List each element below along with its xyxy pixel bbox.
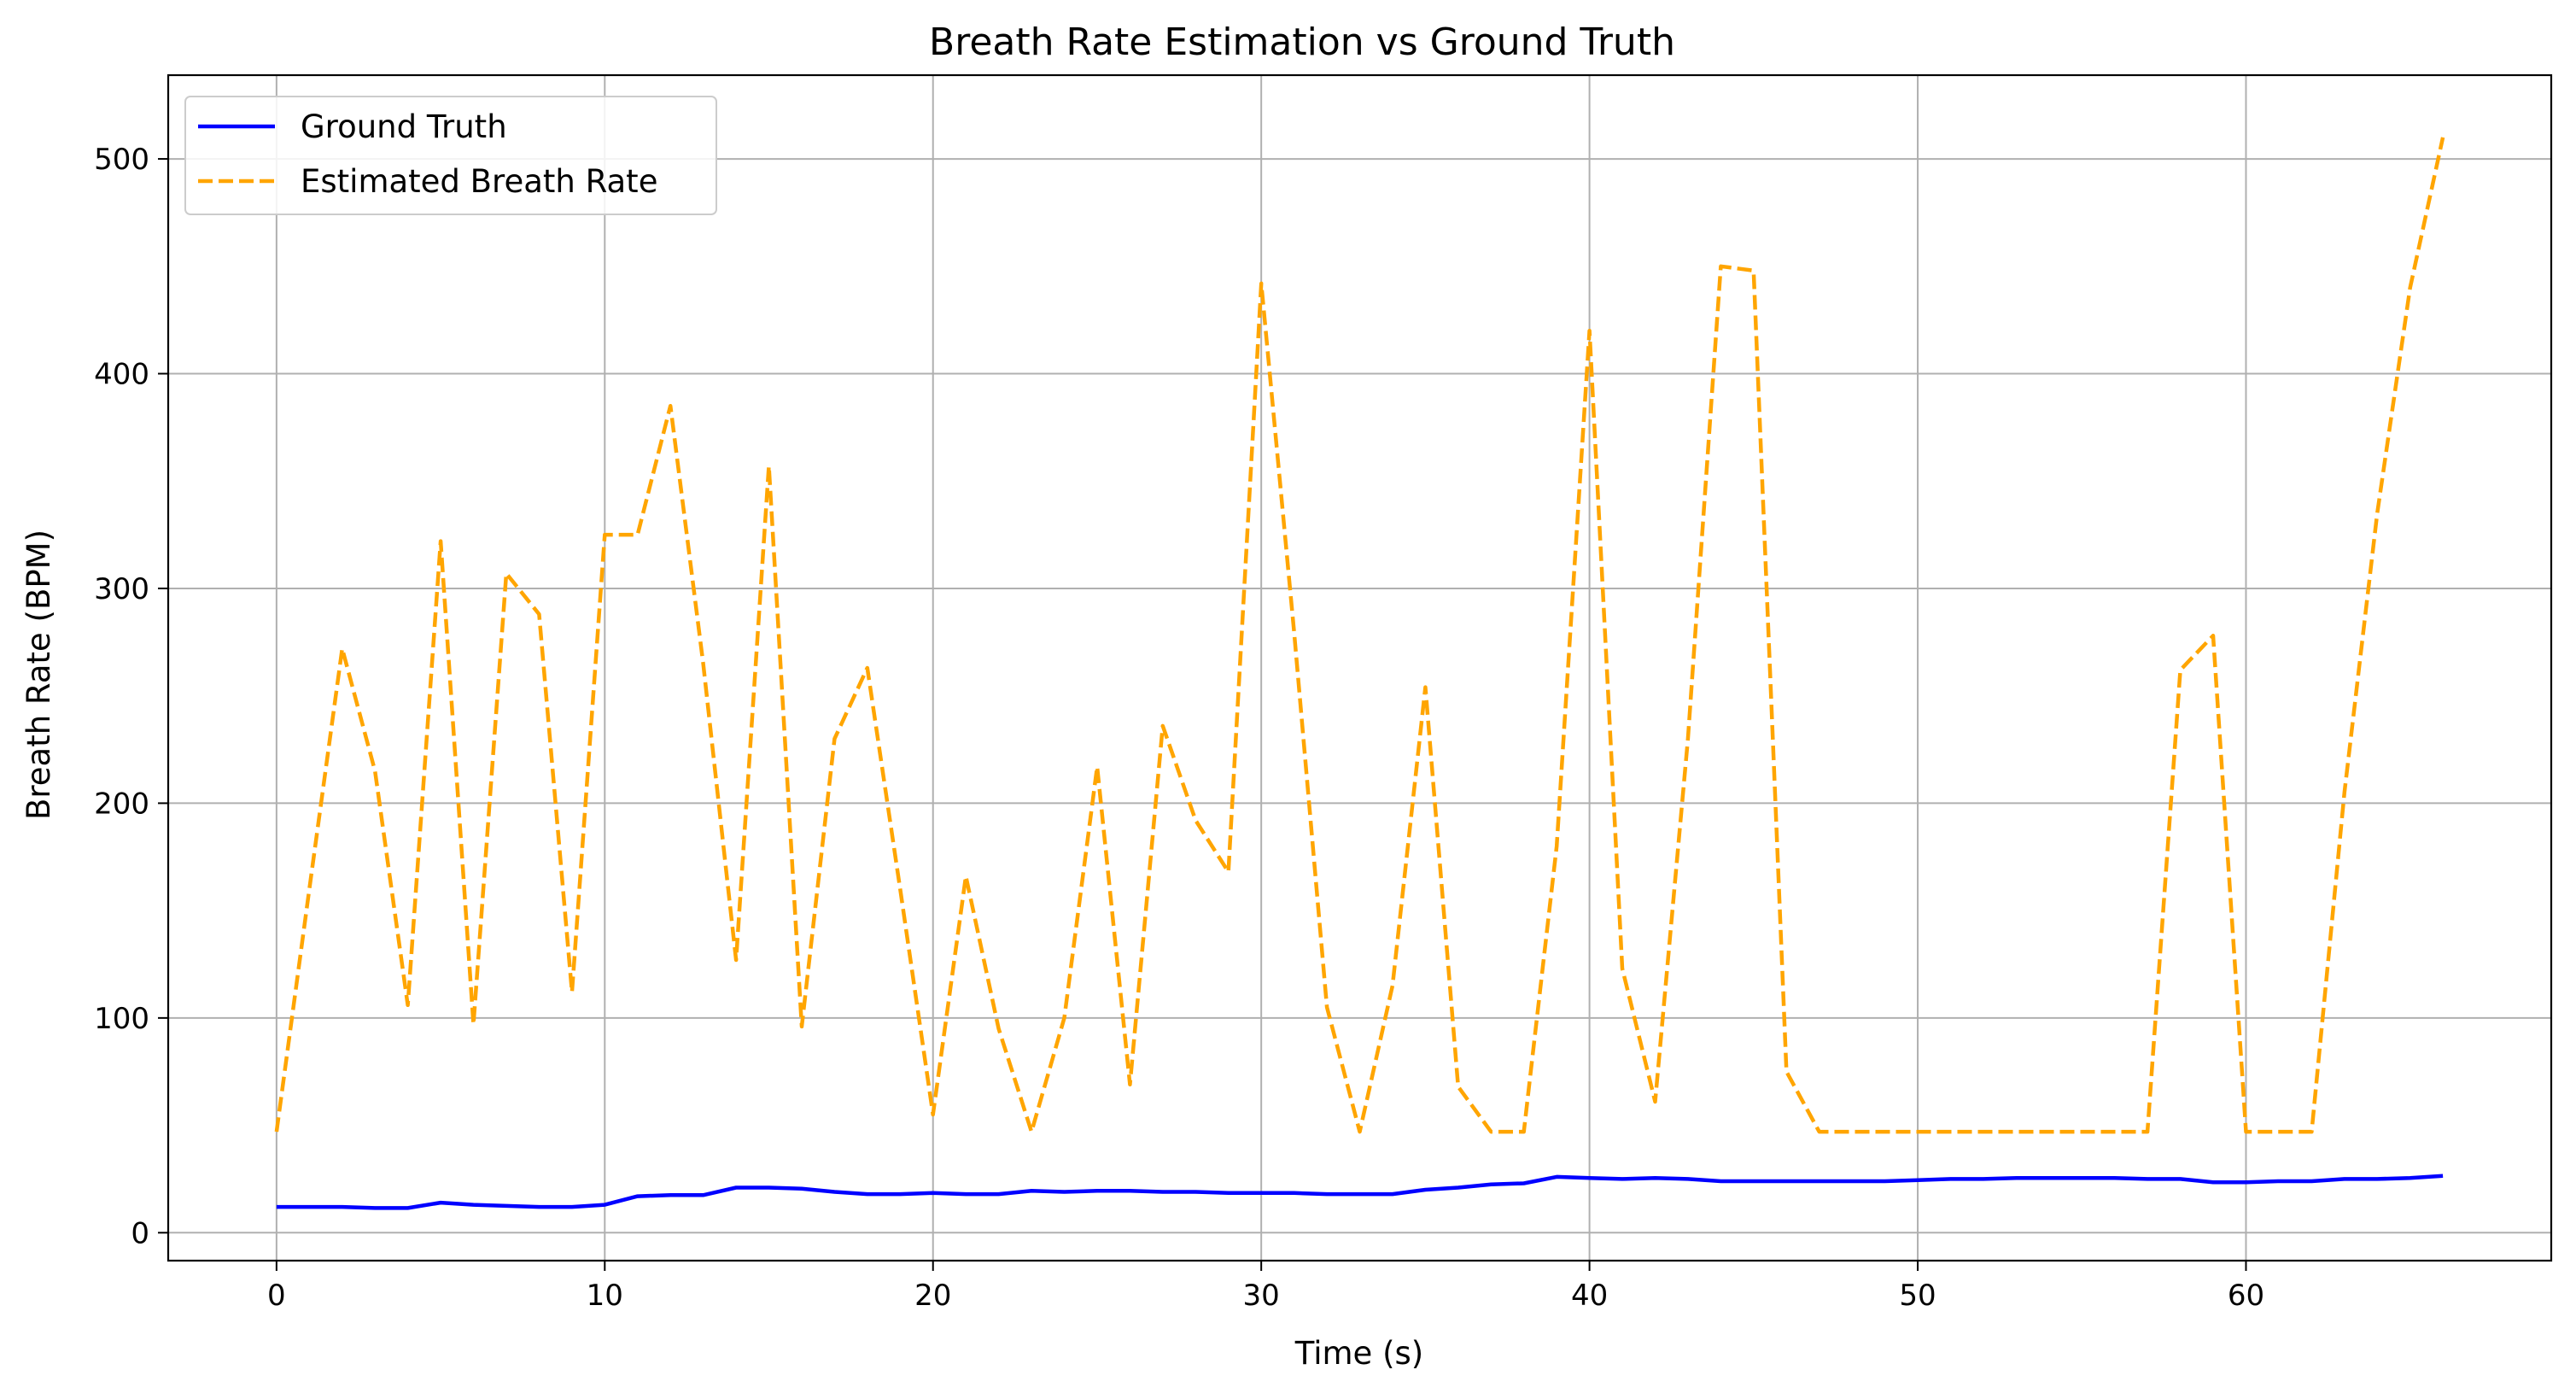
axis-ticks: 0 10 20 30 40 50 60 0 100 200 300 400 500 xyxy=(94,143,2264,1313)
x-tick-label: 10 xyxy=(587,1279,623,1313)
y-tick-label: 100 xyxy=(94,1002,149,1036)
y-tick-label: 200 xyxy=(94,787,149,821)
series-line-ground-truth xyxy=(276,1174,2444,1210)
x-tick-label: 30 xyxy=(1243,1279,1280,1313)
legend-box xyxy=(184,96,717,215)
x-tick-label: 20 xyxy=(914,1279,951,1313)
x-tick-label: 50 xyxy=(1899,1279,1936,1313)
x-tick-label: 60 xyxy=(2228,1279,2264,1313)
y-axis-title: Breath Rate (BPM) xyxy=(20,530,57,820)
gridlines xyxy=(168,75,2551,1261)
y-tick-label: 300 xyxy=(94,572,149,606)
legend-label-ground-truth: Ground Truth xyxy=(301,108,507,145)
y-tick-label: 0 xyxy=(131,1216,149,1250)
x-axis-title: Time (s) xyxy=(1294,1335,1423,1372)
plot-area-frame xyxy=(166,73,2553,1262)
legend: Ground Truth Estimated Breath Rate xyxy=(184,96,717,215)
chart-title: Breath Rate Estimation vs Ground Truth xyxy=(929,20,1675,64)
series-line-estimated-breath-rate xyxy=(274,137,2445,1134)
x-tick-label: 0 xyxy=(267,1279,286,1313)
y-tick-label: 500 xyxy=(94,143,149,177)
legend-label-estimated-breath-rate: Estimated Breath Rate xyxy=(301,163,657,200)
x-tick-label: 40 xyxy=(1571,1279,1608,1313)
y-tick-label: 400 xyxy=(94,358,149,392)
series-layer xyxy=(274,137,2445,1210)
